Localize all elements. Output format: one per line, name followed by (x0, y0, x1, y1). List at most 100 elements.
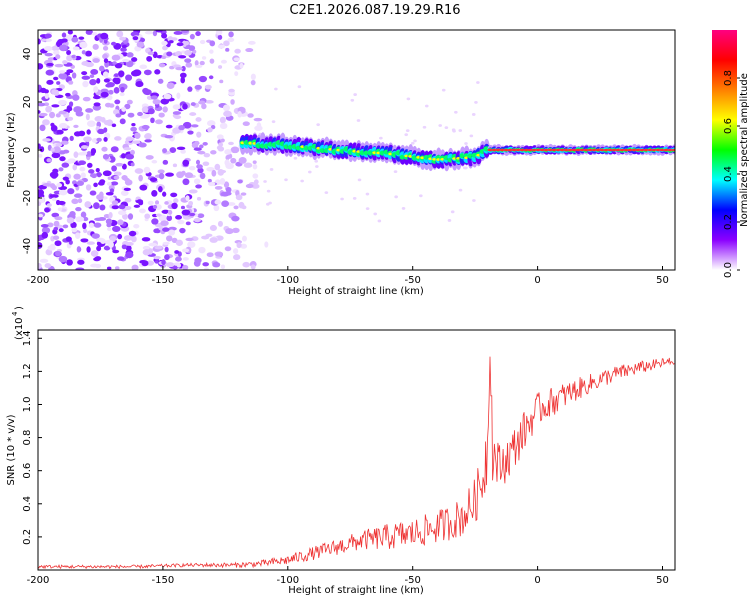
heatmap-cell (195, 184, 202, 189)
heatmap-cell (96, 78, 101, 84)
heatmap-cell (250, 79, 256, 86)
heatmap-cell (90, 263, 99, 268)
heatmap-cell (441, 88, 446, 92)
heatmap-cell (195, 64, 203, 69)
heatmap-cell (131, 57, 138, 62)
heatmap-cell (71, 72, 77, 79)
heatmap-cell (225, 191, 232, 196)
spectrogram-x-label: Height of straight line (km) (288, 286, 424, 297)
heatmap-cell (228, 88, 235, 93)
heatmap-cell (231, 215, 240, 222)
heatmap-cell (54, 240, 62, 247)
heatmap-cell (193, 147, 202, 151)
heatmap-cell (82, 80, 89, 88)
heatmap-cell (401, 207, 406, 210)
heatmap-cell (451, 128, 456, 132)
heatmap-cell (230, 157, 237, 164)
heatmap-cell (253, 117, 263, 122)
heatmap-cell (73, 151, 79, 159)
colorbar-tick-label: 0.8 (723, 70, 734, 86)
heatmap-cell (264, 241, 269, 248)
heatmap-cell (97, 217, 107, 221)
heatmap-cell (46, 158, 52, 163)
heatmap-cell (75, 267, 85, 270)
heatmap-cell (179, 227, 186, 234)
heatmap-cell (66, 54, 73, 62)
heatmap-cell (73, 131, 82, 137)
heatmap-cell (93, 257, 101, 262)
heatmap-cell (107, 227, 112, 232)
heatmap-cell (66, 107, 73, 112)
heatmap-cell (66, 49, 72, 56)
heatmap-cell (47, 245, 56, 251)
heatmap-cell (51, 152, 61, 159)
heatmap-cell (143, 166, 151, 174)
colorbar-gradient (712, 30, 737, 270)
heatmap-cell (171, 202, 178, 210)
heatmap-cell (165, 124, 173, 129)
y-tick-label: 1.2 (22, 363, 33, 379)
heatmap-cell (208, 75, 214, 80)
heatmap-cell (69, 211, 76, 217)
heatmap-cell (406, 97, 411, 101)
heatmap-cell (38, 38, 41, 45)
heatmap-cell (187, 241, 196, 248)
heatmap-cell (166, 215, 173, 222)
heatmap-cell (106, 181, 112, 186)
y-tick-label: 0.8 (22, 430, 33, 446)
heatmap-cell (74, 232, 81, 240)
heatmap-cell (157, 169, 165, 174)
heatmap-cell (102, 153, 110, 160)
heatmap-cell (187, 130, 194, 135)
heatmap-cell (57, 207, 63, 212)
heatmap-cell (188, 165, 196, 171)
heatmap-cell (160, 98, 170, 105)
heatmap-cell (175, 215, 183, 220)
heatmap-cell (438, 124, 442, 127)
heatmap-cell (138, 142, 147, 148)
heatmap-cell (125, 153, 135, 160)
heatmap-cell (340, 197, 344, 201)
heatmap-cell (209, 49, 214, 54)
heatmap-cell (199, 60, 205, 66)
heatmap-cell (161, 33, 168, 39)
heatmap-cell (225, 228, 234, 235)
heatmap-cell (53, 76, 59, 81)
heatmap-cell (212, 262, 221, 268)
heatmap-cell (284, 178, 288, 182)
heatmap-cell (39, 258, 49, 263)
heatmap-cell (227, 202, 236, 206)
heatmap-cell (214, 163, 221, 171)
heatmap-cell (110, 181, 119, 186)
heatmap-cell (315, 165, 319, 168)
heatmap-cell (247, 113, 254, 118)
heatmap-cell (68, 101, 74, 107)
heatmap-cell (183, 41, 190, 46)
heatmap-cell (365, 207, 370, 210)
snr-plot-area (38, 330, 675, 570)
heatmap-cell (161, 259, 166, 266)
heatmap-cell (62, 224, 69, 229)
heatmap-cell (217, 44, 226, 49)
heatmap-cell (113, 171, 122, 176)
heatmap-cell (93, 102, 101, 107)
heatmap-cell (103, 78, 110, 83)
heatmap-cell (106, 81, 115, 88)
heatmap-cell (38, 110, 41, 114)
heatmap-cell (136, 41, 145, 48)
x-tick-label: -100 (276, 275, 299, 286)
heatmap-cell (122, 59, 130, 63)
heatmap-cell (51, 45, 61, 51)
heatmap-cell (89, 78, 97, 86)
y-tick-label: 40 (22, 48, 33, 61)
heatmap-cell (204, 84, 212, 90)
heatmap-cell (182, 121, 192, 129)
heatmap-cell (105, 218, 113, 225)
heatmap-cell (86, 129, 91, 135)
heatmap-cell (118, 70, 125, 78)
heatmap-cell (133, 204, 141, 208)
heatmap-cell (90, 68, 99, 75)
heatmap-cell (462, 166, 467, 170)
heatmap-cell (126, 99, 133, 105)
heatmap-cell (67, 188, 75, 195)
